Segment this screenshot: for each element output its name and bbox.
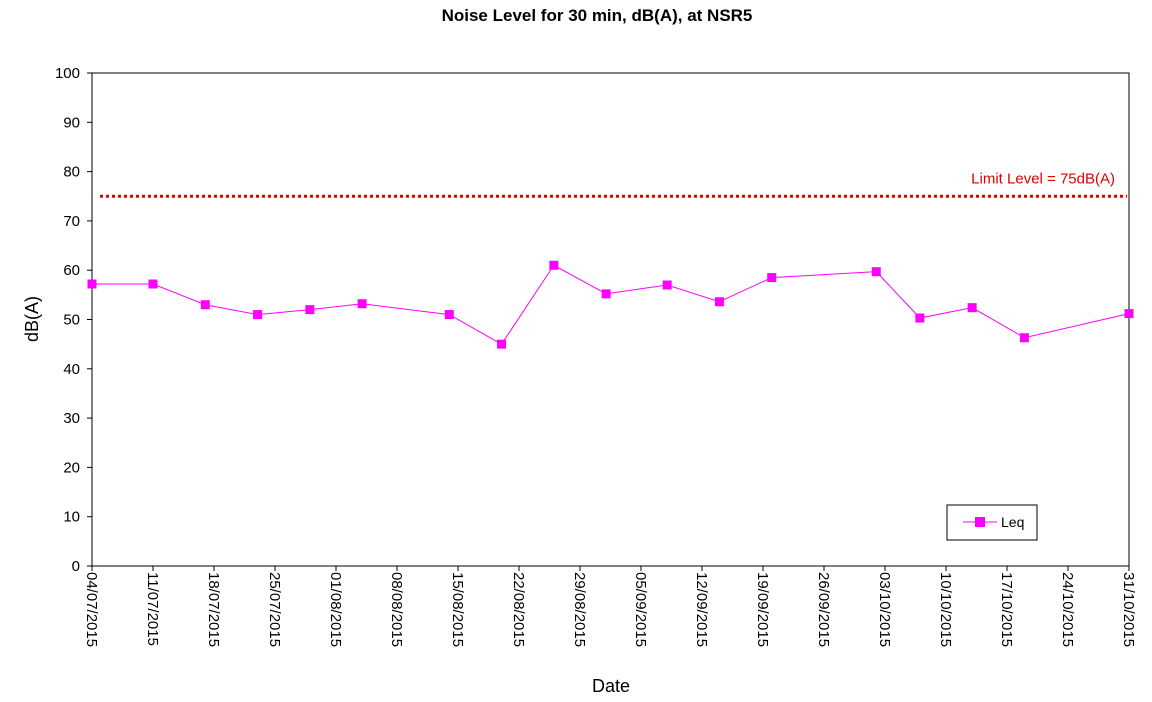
legend-label: Leq — [1001, 514, 1024, 530]
y-tick-label: 90 — [63, 114, 80, 131]
series-leq — [87, 260, 1134, 349]
data-point — [967, 303, 977, 313]
y-tick-label: 20 — [63, 459, 80, 476]
limit-line-label: Limit Level = 75dB(A) — [971, 170, 1115, 187]
y-tick-label: 70 — [63, 213, 80, 230]
data-point — [148, 279, 158, 289]
data-point — [497, 339, 507, 349]
x-axis-title: Date — [592, 676, 630, 696]
y-tick-label: 100 — [55, 65, 80, 82]
y-axis-title: dB(A) — [22, 296, 42, 342]
x-tick-label: 25/07/2015 — [266, 572, 283, 647]
x-tick-label: 08/08/2015 — [388, 572, 405, 647]
data-point — [549, 260, 559, 270]
x-tick-label: 26/09/2015 — [815, 572, 832, 647]
x-tick-label: 29/08/2015 — [571, 572, 588, 647]
x-tick-label: 05/09/2015 — [632, 572, 649, 647]
x-tick-label: 18/07/2015 — [205, 572, 222, 647]
y-tick-label: 10 — [63, 509, 80, 526]
plot-area — [91, 72, 1130, 567]
x-tick-label: 15/08/2015 — [449, 572, 466, 647]
data-point — [1124, 309, 1134, 319]
y-tick-label: 80 — [63, 164, 80, 181]
chart-title: Noise Level for 30 min, dB(A), at NSR5 — [442, 6, 753, 25]
data-point — [200, 300, 210, 310]
y-tick-label: 40 — [63, 361, 80, 378]
y-tick-label: 30 — [63, 410, 80, 427]
x-tick-label: 17/10/2015 — [998, 572, 1015, 647]
x-axis: 04/07/2015 11/07/2015 18/07/2015 25/07/2015… — [83, 566, 1137, 647]
y-axis: 0 10 20 30 40 50 60 70 80 90 100 — [55, 65, 92, 575]
x-tick-label: 19/09/2015 — [754, 572, 771, 647]
data-point — [871, 267, 881, 277]
x-tick-label: 03/10/2015 — [876, 572, 893, 647]
data-point — [87, 279, 97, 289]
y-tick-label: 0 — [72, 558, 80, 575]
legend: Leq — [946, 504, 1038, 541]
data-point — [357, 299, 367, 309]
data-point — [1019, 333, 1029, 343]
x-tick-label: 04/07/2015 — [83, 572, 100, 647]
data-point — [444, 310, 454, 320]
data-point — [305, 305, 315, 315]
x-tick-label: 11/07/2015 — [144, 572, 161, 646]
x-tick-label: 31/10/2015 — [1120, 572, 1137, 647]
x-tick-label: 10/10/2015 — [937, 572, 954, 647]
x-tick-label: 24/10/2015 — [1059, 572, 1076, 647]
data-point — [601, 289, 611, 299]
y-tick-label: 60 — [63, 262, 80, 279]
legend-swatch-marker — [975, 517, 985, 527]
series-line — [92, 264, 1130, 345]
y-tick-label: 50 — [63, 312, 80, 329]
x-tick-label: 22/08/2015 — [510, 572, 527, 647]
data-point — [767, 273, 777, 283]
data-point — [714, 297, 724, 307]
data-point — [662, 280, 672, 290]
x-tick-label: 12/09/2015 — [693, 572, 710, 647]
x-tick-label: 01/08/2015 — [327, 572, 344, 647]
data-point — [915, 313, 925, 323]
data-point — [253, 310, 263, 320]
